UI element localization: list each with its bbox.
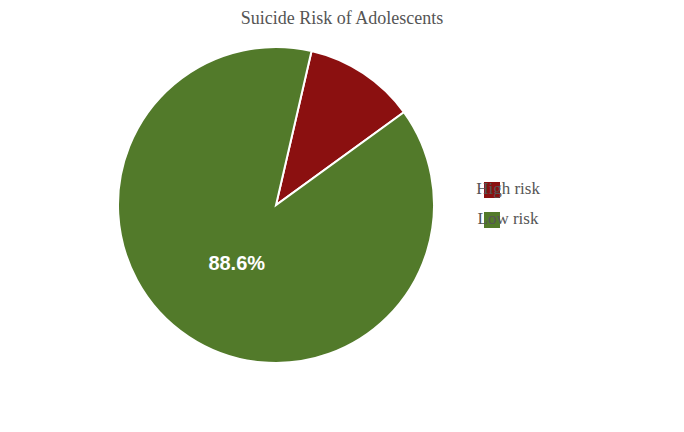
svg-text:Low risk: Low risk [478, 209, 539, 228]
svg-text:88.6%: 88.6% [208, 252, 265, 274]
html-text:Suicide Risk of Adolescents: Suicide Risk of Adolescents [240, 8, 444, 28]
svg-text:High risk: High risk [476, 179, 540, 198]
